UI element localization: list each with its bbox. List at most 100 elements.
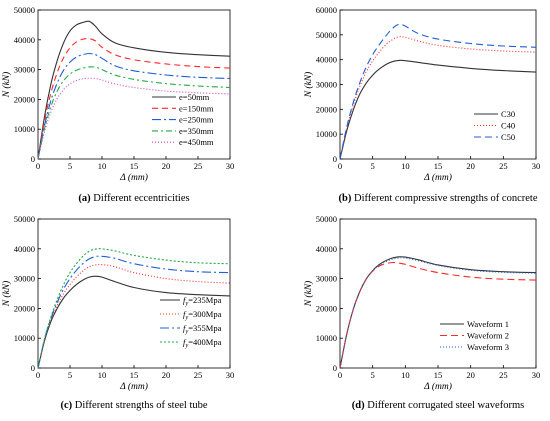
y-tick-label: 20000: [316, 303, 337, 313]
panel-caption-letter: (a): [78, 193, 91, 204]
x-tick-label: 25: [499, 161, 508, 171]
x-tick-label: 5: [371, 370, 375, 380]
x-tick-label: 10: [98, 161, 107, 171]
x-tick-label: 10: [401, 370, 410, 380]
y-tick-label: 10000: [316, 129, 337, 139]
x-tick-label: 15: [434, 370, 443, 380]
y-tick-label: 10000: [316, 333, 337, 343]
y-tick-label: 30000: [316, 80, 337, 90]
x-tick-label: 10: [98, 370, 107, 380]
series-line: [37, 255, 231, 369]
panel-caption-letter: (b): [339, 193, 352, 204]
series-line: [37, 52, 231, 160]
x-tick-label: 30: [226, 370, 235, 380]
x-tick-label: 0: [36, 370, 40, 380]
y-tick-label: 50000: [14, 214, 35, 224]
chart-panel-3: 0 5 10 15 20 25 30 0 10000 20000 30000 40000 50000 Δ …: [1, 214, 234, 411]
legend-label: fy=355Mpa: [183, 323, 222, 335]
y-tick-label: 0: [333, 363, 337, 373]
legend-label: e=150mm: [179, 103, 214, 113]
series-line: [37, 37, 231, 160]
y-tick-label: 20000: [14, 303, 35, 313]
x-tick-label: 0: [338, 161, 342, 171]
x-tick-label: 5: [371, 161, 375, 171]
legend: fy=235Mpa fy=300Mpa fy=355Mpa fy=400Mpa: [160, 295, 222, 349]
x-tick-label: 15: [130, 161, 139, 171]
y-tick-label: 10000: [14, 333, 35, 343]
x-tick-label: 30: [532, 161, 541, 171]
y-tick-label: 60000: [316, 5, 337, 15]
x-tick-label: 30: [532, 370, 541, 380]
series-line: [37, 248, 231, 369]
y-tick-label: 50000: [316, 30, 337, 40]
panel-caption: (c) Different strengths of steel tube: [60, 400, 207, 411]
legend-label: Waveform 1: [467, 319, 509, 329]
y-axis-label: N (kN): [303, 72, 314, 99]
legend-label: e=50mm: [179, 92, 210, 102]
y-tick-label: 0: [31, 154, 35, 164]
y-tick-label: 40000: [14, 244, 35, 254]
y-tick-label: 30000: [14, 65, 35, 75]
x-tick-label: 25: [499, 370, 508, 380]
y-tick-label: 30000: [14, 274, 35, 284]
x-tick-label: 5: [68, 161, 72, 171]
legend-label: e=350mm: [179, 126, 214, 136]
panel-caption: (d) Different corrugated steel waveforms: [352, 400, 524, 411]
panel-caption: (a) Different eccentricities: [78, 193, 189, 204]
panel-caption-letter: (d): [352, 400, 365, 411]
x-axis-label: Δ (mm): [423, 172, 452, 183]
legend-label: fy=400Mpa: [183, 337, 222, 349]
x-tick-label: 15: [434, 161, 443, 171]
y-tick-label: 50000: [14, 5, 35, 15]
legend-label: e=250mm: [179, 115, 214, 125]
series-line: [339, 261, 537, 369]
y-tick-label: 0: [31, 363, 35, 373]
panel-caption-text: Different corrugated steel waveforms: [365, 400, 525, 411]
y-tick-label: 40000: [316, 55, 337, 65]
y-tick-label: 20000: [316, 104, 337, 114]
x-tick-label: 15: [130, 370, 139, 380]
series-line: [339, 257, 537, 369]
y-tick-label: 10000: [14, 124, 35, 134]
chart-panel-1: 0 5 10 15 20 25 30 0 10000 20000 30000 40000 50000 Δ …: [1, 5, 234, 204]
y-tick-label: 30000: [316, 274, 337, 284]
legend-label: C50: [501, 132, 515, 142]
x-tick-label: 25: [194, 161, 203, 171]
series-line: [339, 23, 537, 160]
legend-label: C40: [501, 121, 515, 131]
legend-label: e=450mm: [179, 137, 214, 147]
legend-label: Waveform 3: [467, 342, 509, 352]
x-axis-label: Δ (mm): [119, 172, 148, 183]
y-tick-label: 50000: [316, 214, 337, 224]
series-line: [37, 275, 231, 369]
x-tick-label: 5: [68, 370, 72, 380]
legend-label: Waveform 2: [467, 331, 509, 341]
legend-label: fy=300Mpa: [183, 309, 222, 321]
x-tick-label: 0: [338, 370, 342, 380]
chart-panel-2: 0 5 10 15 20 25 30 0 10000 20000 30000 40000 50000 60…: [303, 5, 540, 204]
panel-caption-text: Different compressive strengths of concr…: [351, 193, 537, 204]
x-axis-label: Δ (mm): [423, 381, 452, 392]
series-line: [37, 20, 231, 160]
legend-label: C30: [501, 109, 515, 119]
panel-caption-text: Different strengths of steel tube: [72, 400, 208, 411]
y-tick-label: 0: [333, 154, 337, 164]
chart-panel-4: 0 5 10 15 20 25 30 0 10000 20000 30000 40000 50000 Δ …: [303, 214, 540, 411]
x-tick-label: 30: [226, 161, 235, 171]
panel-caption-letter: (c): [60, 400, 72, 411]
x-tick-label: 20: [162, 161, 171, 171]
x-tick-label: 10: [401, 161, 410, 171]
y-axis-label: N (kN): [303, 281, 314, 308]
y-tick-label: 20000: [14, 94, 35, 104]
y-tick-label: 40000: [316, 244, 337, 254]
panel-caption-text: Different eccentricities: [91, 193, 190, 204]
y-axis-label: N (kN): [1, 72, 12, 99]
x-tick-label: 20: [466, 161, 475, 171]
y-tick-label: 40000: [14, 35, 35, 45]
x-tick-label: 25: [194, 370, 203, 380]
y-axis-label: N (kN): [1, 281, 12, 308]
x-tick-label: 20: [162, 370, 171, 380]
